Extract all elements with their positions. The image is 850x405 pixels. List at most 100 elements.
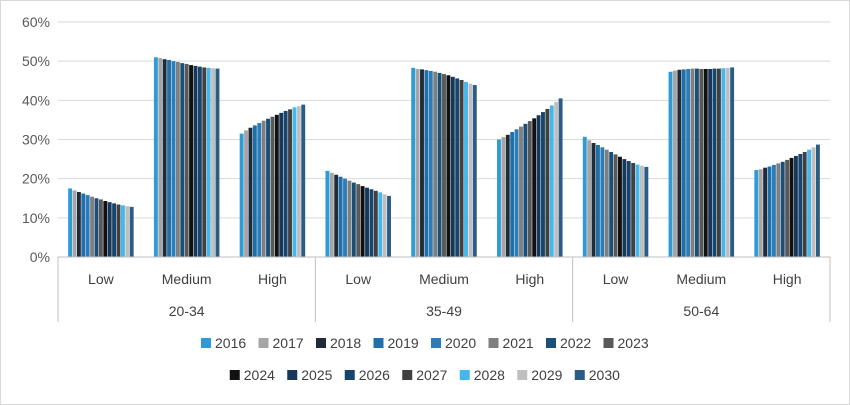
bar-20-34-high-2029 [296,106,301,258]
bar-35-49-low-2018 [334,174,339,257]
x-group-label-35-49: 35-49 [426,303,462,319]
legend-label-2017: 2017 [273,335,304,351]
bar-35-49-low-2026 [369,189,374,257]
bar-50-64-medium-2026 [712,68,717,257]
bar-50-64-low-2018 [591,143,596,257]
x-tick-label-medium: Medium [676,271,726,287]
bar-50-64-medium-2029 [725,67,730,257]
bars [68,57,820,258]
bar-35-49-high-2025 [536,115,541,257]
bar-20-34-high-2019 [252,125,257,258]
bar-20-34-low-2030 [129,206,134,257]
bar-20-34-medium-2019 [167,59,172,257]
bar-35-49-high-2023 [527,121,532,257]
bar-50-64-medium-2025 [708,69,713,257]
bar-20-34-low-2018 [76,191,81,257]
bar-50-64-low-2027 [631,163,636,257]
bar-20-34-high-2030 [301,104,306,257]
legend-swatch-2023 [603,338,614,348]
bar-50-64-medium-2024 [703,69,708,257]
legend-swatch-2030 [574,370,585,380]
legend-swatch-2019 [373,338,384,348]
legend-swatch-2029 [517,370,528,380]
bar-35-49-high-2021 [519,126,523,257]
bar-20-34-high-2027 [288,109,292,257]
bar-35-49-medium-2022 [437,72,442,257]
legend-swatch-2028 [459,370,470,380]
bar-35-49-medium-2021 [433,71,438,258]
bar-20-34-low-2024 [103,200,108,257]
bar-35-49-low-2017 [329,172,334,257]
bar-50-64-low-2021 [604,149,609,257]
bar-50-64-low-2017 [587,140,592,257]
bar-20-34-medium-2017 [158,58,163,257]
bar-35-49-high-2027 [545,108,550,257]
y-tick-label-40: 40% [22,92,50,108]
bar-35-49-high-2020 [514,129,519,257]
y-tick-label-20: 20% [22,171,50,187]
bar-50-64-medium-2022 [694,68,699,257]
bar-20-34-high-2024 [274,114,279,257]
legend-swatch-2024 [229,370,240,380]
bar-50-64-low-2020 [600,147,605,257]
bar-35-49-high-2022 [523,123,528,257]
bar-50-64-high-2025 [793,155,798,257]
bar-20-34-medium-2021 [175,61,180,258]
bar-35-49-medium-2018 [420,69,424,257]
bar-20-34-medium-2027 [202,67,207,258]
bar-50-64-high-2017 [758,169,763,257]
bar-35-49-low-2029 [382,194,387,257]
bar-35-49-high-2026 [541,112,545,257]
bar-20-34-low-2029 [125,206,130,257]
bar-50-64-low-2025 [622,159,627,257]
legend-label-2019: 2019 [388,335,419,351]
bar-35-49-medium-2019 [424,70,429,257]
bar-50-64-medium-2030 [730,67,735,258]
bar-50-64-high-2030 [815,144,820,257]
legend-label-2018: 2018 [330,335,361,351]
bar-50-64-high-2024 [789,157,794,257]
bar-35-49-low-2028 [378,192,383,258]
bar-50-64-high-2023 [785,159,790,257]
bar-35-49-medium-2025 [450,76,455,257]
bar-35-49-medium-2016 [411,67,416,257]
x-tick-label-high: High [515,271,544,287]
bar-20-34-high-2021 [261,120,266,257]
bar-20-34-low-2016 [68,188,73,257]
bar-35-49-high-2016 [497,139,501,257]
bar-20-34-low-2021 [90,196,95,257]
bar-20-34-medium-2025 [193,65,198,258]
bar-50-64-high-2018 [763,167,768,257]
bar-50-64-medium-2021 [690,68,695,257]
y-tick-label-60: 60% [22,14,50,30]
bar-35-49-medium-2028 [464,81,468,258]
bar-50-64-low-2022 [609,152,614,257]
x-tick-label-high: High [258,271,287,287]
axes: 0% 10% 20% 30% 40% 50% 60% Low Medium High 20-34 Lo… [22,14,831,322]
bar-35-49-medium-2020 [428,70,433,258]
bar-50-64-medium-2019 [681,69,686,257]
bar-35-49-low-2025 [365,187,369,257]
bar-50-64-medium-2018 [677,69,682,257]
bar-50-64-high-2028 [807,149,812,257]
legend-swatch-2027 [402,370,413,380]
bar-50-64-high-2029 [811,147,816,257]
bar-35-49-low-2023 [356,184,361,257]
bar-20-34-low-2025 [107,202,112,257]
bar-20-34-medium-2028 [206,67,211,257]
bar-35-49-high-2029 [554,101,559,258]
bar-35-49-medium-2024 [446,75,451,258]
legend-swatch-2021 [488,338,499,348]
bar-35-49-low-2020 [343,178,347,257]
legend: 2016 2017 2018 2019 2020 2021 2022 2023 2024 2025… [201,335,649,383]
bar-50-64-medium-2016 [668,71,673,258]
bar-20-34-high-2020 [257,123,262,257]
bar-35-49-medium-2027 [459,79,464,257]
bar-20-34-low-2027 [116,204,121,257]
bar-20-34-high-2028 [292,107,297,257]
legend-label-2021: 2021 [503,335,534,351]
bar-50-64-high-2016 [754,170,759,257]
bar-20-34-medium-2016 [153,57,158,257]
bar-50-64-medium-2028 [721,68,726,257]
bar-50-64-high-2026 [798,153,803,257]
